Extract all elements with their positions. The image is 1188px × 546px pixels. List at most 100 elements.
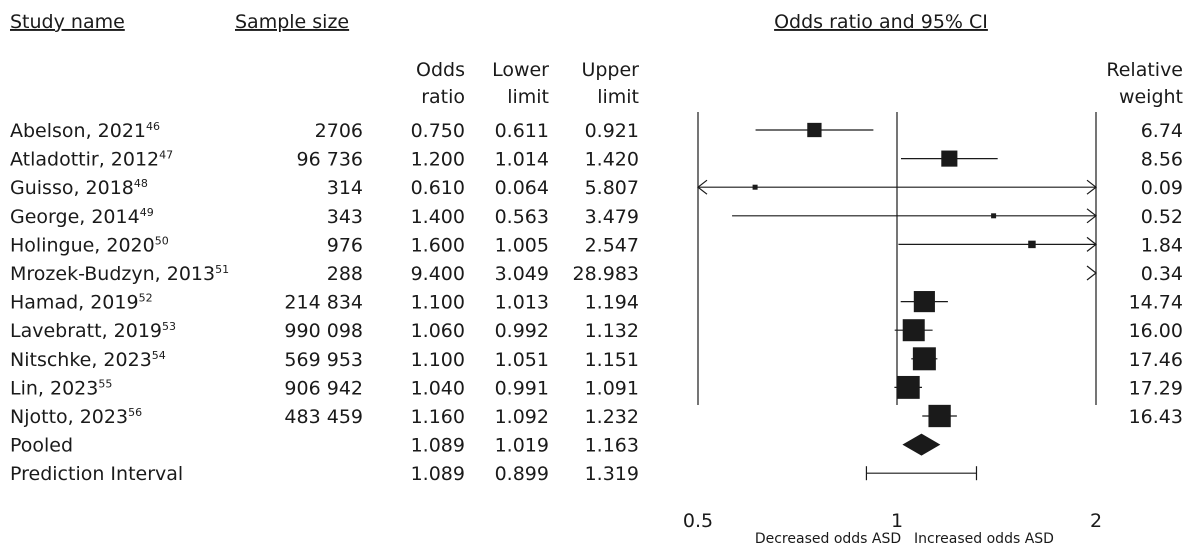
odds-ratio-value: 1.400 — [411, 206, 465, 228]
odds-ratio-value: 9.400 — [411, 263, 465, 285]
increased-odds-label: Increased odds ASD — [914, 531, 1054, 546]
x-tick-label: 2 — [1090, 510, 1102, 532]
sample-size-value: 569 953 — [284, 349, 363, 371]
reference-superscript: 48 — [134, 177, 148, 190]
decreased-odds-label: Decreased odds ASD — [755, 531, 901, 546]
point-estimate — [913, 291, 935, 313]
ci-arrow-right — [1086, 179, 1097, 195]
study-name: Hamad, 201952 — [10, 292, 153, 314]
reference-superscript: 52 — [139, 292, 153, 305]
lower-limit-value: 0.064 — [495, 177, 549, 199]
prediction-upper-limit: 1.319 — [585, 463, 639, 485]
prediction-odds-ratio: 1.089 — [411, 463, 465, 485]
plot-frame — [697, 112, 1097, 405]
sample-size-value: 906 942 — [284, 377, 363, 399]
study-name: Mrozek-Budzyn, 201351 — [10, 263, 229, 285]
study-name: Atladottir, 201247 — [10, 149, 173, 171]
point-estimate — [807, 122, 822, 138]
odds-ratio-value: 1.040 — [411, 377, 465, 399]
x-tick-label: 1 — [891, 510, 903, 532]
study-name: George, 201449 — [10, 206, 154, 228]
lower-limit-value: 1.013 — [495, 292, 549, 314]
reference-superscript: 50 — [155, 234, 169, 247]
odds-ratio-value: 1.200 — [411, 149, 465, 171]
lower-limit-value: 3.049 — [495, 263, 549, 285]
header-lower-limit-1: Lower — [492, 59, 549, 81]
header-odds-ratio-1: Odds — [416, 59, 465, 81]
prediction-lower-limit: 0.899 — [495, 463, 549, 485]
pooled-diamond — [902, 433, 941, 456]
reference-superscript: 46 — [146, 120, 160, 133]
study-name: Abelson, 202146 — [10, 120, 160, 142]
header-sample-size: Sample size — [235, 11, 349, 33]
sample-size-value: 483 459 — [284, 406, 363, 428]
ci-arrow-right — [1086, 208, 1097, 224]
ci-arrow-right — [1086, 236, 1097, 252]
x-tick-label: 0.5 — [683, 510, 713, 532]
point-estimate — [896, 375, 920, 399]
header-odds-ratio-2: ratio — [421, 86, 465, 108]
lower-limit-value: 1.092 — [495, 406, 549, 428]
pooled-upper-limit: 1.163 — [585, 435, 639, 457]
sample-size-value: 96 736 — [297, 149, 363, 171]
study-name: Guisso, 201848 — [10, 177, 148, 199]
odds-ratio-value: 0.610 — [411, 177, 465, 199]
x-axis: 0.5 1 2 Decreased odds ASD Increased odds AS… — [683, 510, 1102, 546]
relative-weight-value: 0.09 — [1141, 177, 1183, 199]
odds-ratio-value: 0.750 — [411, 120, 465, 142]
header-lower-limit-2: limit — [507, 86, 549, 108]
study-name: Holingue, 202050 — [10, 234, 169, 256]
lower-limit-value: 1.051 — [495, 349, 549, 371]
plot-marks — [697, 122, 1097, 481]
point-estimate — [912, 347, 936, 371]
lower-limit-value: 0.992 — [495, 320, 549, 342]
odds-ratio-value: 1.100 — [411, 292, 465, 314]
relative-weight-value: 8.56 — [1141, 149, 1183, 171]
upper-limit-value: 0.921 — [585, 120, 639, 142]
odds-ratio-value: 1.600 — [411, 234, 465, 256]
sample-size-value: 214 834 — [284, 292, 363, 314]
lower-limit-value: 0.611 — [495, 120, 549, 142]
sample-size-value: 2706 — [315, 120, 363, 142]
header-relative-weight-2: weight — [1119, 86, 1183, 108]
relative-weight-value: 6.74 — [1141, 120, 1183, 142]
sample-size-value: 976 — [327, 234, 363, 256]
reference-superscript: 56 — [128, 406, 142, 419]
lower-limit-value: 1.014 — [495, 149, 549, 171]
reference-superscript: 54 — [152, 349, 166, 362]
ci-arrow-left — [697, 179, 708, 195]
lower-limit-value: 1.005 — [495, 234, 549, 256]
study-name: Lavebratt, 201953 — [10, 320, 176, 342]
reference-superscript: 53 — [162, 320, 176, 333]
header-study-name: Study name — [10, 11, 125, 33]
point-estimate — [1028, 240, 1036, 249]
odds-ratio-value: 1.160 — [411, 406, 465, 428]
odds-ratio-value: 1.100 — [411, 349, 465, 371]
lower-limit-value: 0.563 — [495, 206, 549, 228]
study-rows: Abelson, 202146 2706 0.750 0.611 0.921 6.74 At… — [10, 120, 1183, 485]
reference-superscript: 49 — [140, 206, 154, 219]
upper-limit-value: 1.194 — [585, 292, 639, 314]
pooled-odds-ratio: 1.089 — [411, 435, 465, 457]
header-plot-title: Odds ratio and 95% CI — [774, 11, 988, 33]
upper-limit-value: 5.807 — [585, 177, 639, 199]
reference-superscript: 51 — [215, 263, 229, 276]
relative-weight-value: 17.46 — [1129, 349, 1183, 371]
upper-limit-value: 1.151 — [585, 349, 639, 371]
relative-weight-value: 17.29 — [1129, 377, 1183, 399]
header-relative-weight-1: Relative — [1106, 59, 1183, 81]
relative-weight-value: 16.43 — [1129, 406, 1183, 428]
sample-size-value: 343 — [327, 206, 363, 228]
point-estimate — [752, 184, 758, 190]
upper-limit-value: 28.983 — [573, 263, 639, 285]
relative-weight-value: 1.84 — [1141, 234, 1183, 256]
study-name: Njotto, 202356 — [10, 406, 142, 428]
point-estimate — [928, 404, 951, 428]
upper-limit-value: 1.232 — [585, 406, 639, 428]
sample-size-value: 314 — [327, 177, 363, 199]
relative-weight-value: 16.00 — [1129, 320, 1183, 342]
upper-limit-value: 1.132 — [585, 320, 639, 342]
odds-ratio-value: 1.060 — [411, 320, 465, 342]
sample-size-value: 288 — [327, 263, 363, 285]
